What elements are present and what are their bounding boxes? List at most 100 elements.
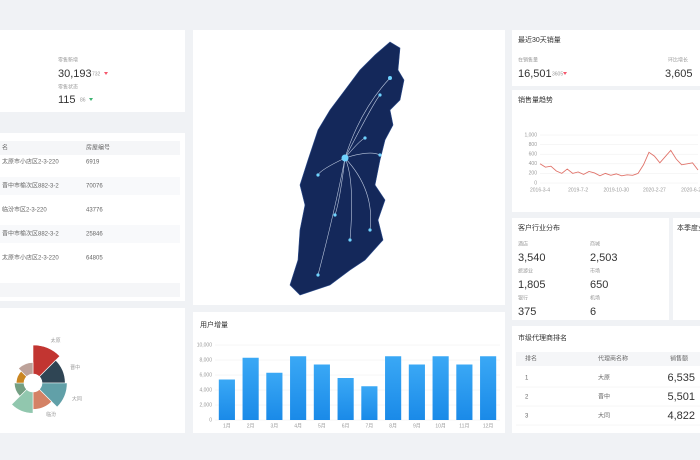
x-tick-label: 9月 bbox=[413, 423, 421, 429]
line bbox=[539, 149, 699, 177]
table-body: 1 大原 6,535 2 晋中 5,501 3 大同 4,822 bbox=[516, 372, 700, 426]
y-tick-label: 2,000 bbox=[199, 402, 212, 408]
change: 732 bbox=[92, 71, 101, 77]
label: 零售状态 bbox=[58, 83, 78, 90]
label: 银行 bbox=[518, 294, 528, 301]
cell: 临汾市区2-3-220 bbox=[2, 206, 47, 214]
cell: 64805 bbox=[86, 256, 103, 262]
cell: 4,822 bbox=[667, 410, 695, 422]
x-tick-label: 8月 bbox=[389, 423, 397, 429]
label: 市场 bbox=[590, 267, 600, 274]
y-tick-label: 0 bbox=[534, 180, 537, 186]
flow-lines bbox=[317, 77, 391, 276]
label: 零售新增 bbox=[58, 56, 78, 63]
bar bbox=[290, 356, 307, 420]
label: 在销售量 bbox=[518, 56, 538, 63]
panel bbox=[512, 30, 700, 86]
y-tick-label: 1,000 bbox=[524, 132, 537, 138]
label: 机场 bbox=[590, 294, 600, 301]
x-tick-label: 2016-3-4 bbox=[530, 187, 550, 193]
pie-slice bbox=[18, 362, 34, 378]
pie-slice bbox=[11, 388, 34, 414]
pie-label: 太原 bbox=[51, 337, 61, 344]
y-tick-label: 4,000 bbox=[199, 387, 212, 393]
value: 115 bbox=[58, 94, 76, 106]
y-tick-label: 0 bbox=[209, 417, 212, 423]
bar bbox=[385, 356, 402, 420]
bar bbox=[337, 378, 354, 420]
bar bbox=[361, 386, 378, 420]
y-tick-label: 200 bbox=[529, 171, 538, 177]
value: 3,540 bbox=[518, 252, 546, 264]
row-bg bbox=[0, 225, 180, 243]
cell: 晋中 bbox=[598, 393, 610, 401]
y-tick-label: 6,000 bbox=[199, 372, 212, 378]
pie-label: 大同 bbox=[72, 395, 82, 402]
x-tick-label: 6月 bbox=[342, 423, 350, 429]
label: 商城 bbox=[590, 240, 600, 247]
table-header bbox=[0, 141, 180, 155]
bar bbox=[242, 357, 259, 420]
x-tick-label: 2019-10-30 bbox=[603, 187, 629, 193]
value: 16,501 bbox=[518, 68, 552, 80]
header-cell: 销售额 bbox=[670, 355, 688, 363]
x-tick-label: 2月 bbox=[247, 423, 255, 429]
label: 旅游业 bbox=[518, 267, 533, 274]
header-cell: 排名 bbox=[525, 355, 537, 363]
industry-grid: 酒店 3,540 商城 2,503 旅游业 1,805 市场 650 银行 375 机场 6 bbox=[518, 240, 618, 318]
panel bbox=[512, 326, 700, 433]
x-tick-label: 2020-6-26 bbox=[681, 187, 700, 193]
arrow bbox=[89, 98, 93, 101]
arrow bbox=[563, 72, 567, 75]
panel bbox=[512, 90, 700, 212]
cell: 1 bbox=[525, 376, 529, 382]
pie-slice bbox=[38, 382, 68, 408]
x-tick-label: 7月 bbox=[365, 423, 373, 429]
cell: 6,535 bbox=[667, 372, 695, 384]
cell: 大同 bbox=[598, 412, 610, 420]
row-bg bbox=[0, 177, 180, 195]
change: 3605 bbox=[552, 71, 563, 77]
header-cell: 房屋编号 bbox=[86, 144, 110, 152]
cell: 2 bbox=[525, 395, 529, 401]
table-footer bbox=[0, 283, 180, 297]
cell: 晋中市榆次区882-3-2 bbox=[2, 230, 59, 238]
bar bbox=[408, 364, 425, 420]
x-tick-label: 10月 bbox=[435, 423, 446, 429]
x-tick-label: 4月 bbox=[294, 423, 302, 429]
pie-slice bbox=[32, 344, 61, 378]
cell: 6919 bbox=[86, 160, 100, 166]
cell: 25846 bbox=[86, 232, 103, 238]
x-tick-label: 5月 bbox=[318, 423, 326, 429]
x-tick-label: 2019-7-2 bbox=[568, 187, 588, 193]
chart-title: 销售量趋势 bbox=[518, 95, 553, 104]
arrow bbox=[104, 72, 108, 75]
map-region bbox=[289, 41, 405, 296]
panel bbox=[0, 133, 185, 301]
chart-title: 用户增量 bbox=[200, 320, 228, 329]
table-header bbox=[516, 352, 700, 366]
pie-label: 临汾 bbox=[46, 411, 56, 418]
cell: 大原 bbox=[598, 374, 610, 382]
cell: 太原市小店区2-3-220 bbox=[2, 254, 59, 262]
change: 86 bbox=[80, 97, 86, 103]
y-tick-label: 8,000 bbox=[199, 357, 212, 363]
panel-title: 客户行业分布 bbox=[518, 223, 560, 232]
value: 650 bbox=[590, 279, 608, 291]
city-dots bbox=[316, 76, 392, 277]
value: 30,193 bbox=[58, 68, 92, 80]
bar bbox=[266, 372, 283, 420]
y-tick-label: 400 bbox=[529, 161, 538, 167]
cell: 晋中市榆次区882-3-2 bbox=[2, 182, 59, 190]
panel-title: 最近30天销量 bbox=[518, 35, 561, 44]
header-cell: 代理商名称 bbox=[598, 355, 628, 363]
x-tick-label: 12月 bbox=[483, 423, 494, 429]
cell: 3 bbox=[525, 414, 529, 420]
panel bbox=[512, 218, 669, 320]
value: 1,805 bbox=[518, 279, 546, 291]
label: 酒店 bbox=[518, 240, 528, 247]
cell: 5,501 bbox=[667, 391, 695, 403]
bar bbox=[432, 356, 449, 420]
table-body: 太原市小店区2-3-220 6919 晋中市榆次区882-3-2 70076 临汾市区2… bbox=[0, 158, 180, 262]
panel-title: 市级代理商排名 bbox=[518, 333, 567, 342]
